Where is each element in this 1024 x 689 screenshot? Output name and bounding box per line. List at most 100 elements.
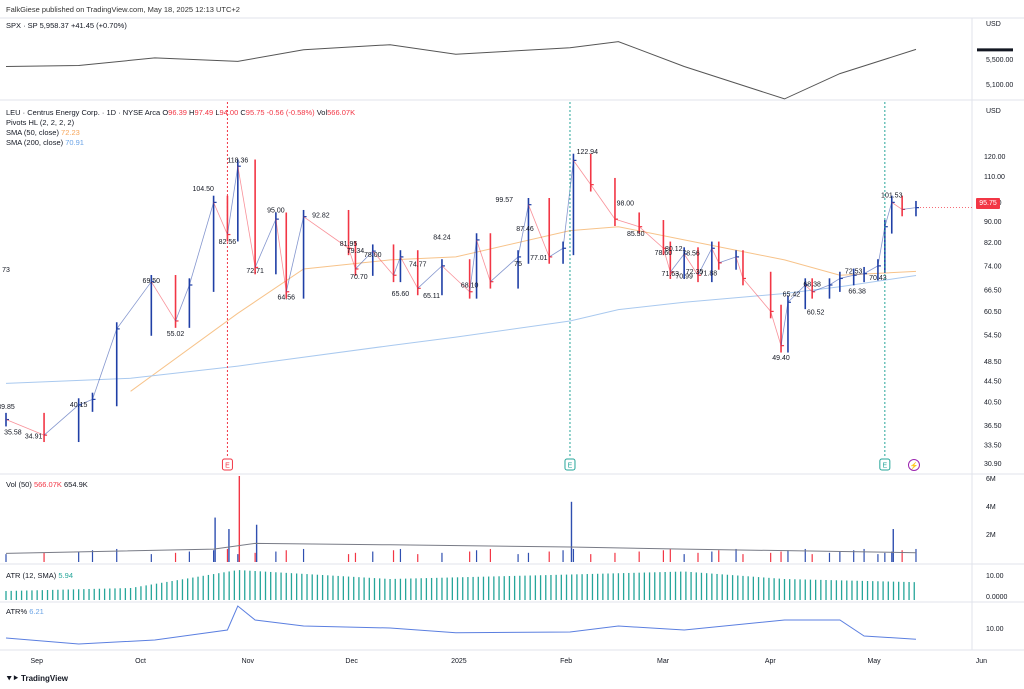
atrp-axis-label: 10.00 <box>986 626 1004 633</box>
price-path-segment <box>490 256 519 282</box>
pivot-label: 84.24 <box>433 235 451 242</box>
spx-change: +41.45 (+0.70%) <box>70 21 127 30</box>
pivots-legend[interactable]: Pivots HL (2, 2, 2, 2) <box>6 118 75 127</box>
pivot-label: 49.40 <box>772 355 790 362</box>
pivot-label: 72.35 <box>686 269 704 276</box>
price-path-segment <box>670 253 685 273</box>
price-path-segment <box>683 253 699 276</box>
spx-last-price-marker <box>977 48 1013 52</box>
price-axis-label: 36.50 <box>984 423 1002 430</box>
price-path-segment <box>853 273 865 276</box>
price-axis-label: 44.50 <box>984 378 1002 385</box>
price-axis-label: 48.50 <box>984 359 1002 366</box>
atr-axis-label: 10.00 <box>986 573 1004 580</box>
pivot-label: 79.34 <box>347 248 365 255</box>
sma200-legend[interactable]: SMA (200, close) 70.91 <box>6 138 84 147</box>
price-path-segment <box>829 278 841 286</box>
sma200-value: 70.91 <box>65 138 84 147</box>
price-path-segment <box>804 284 813 293</box>
earnings-marker-label: E <box>568 463 573 470</box>
pivot-label: 81.95 <box>340 241 358 248</box>
pivot-label: 78.00 <box>364 252 382 259</box>
atr-legend[interactable]: ATR (12, SMA) 5.94 <box>6 571 73 580</box>
price-path-segment <box>417 265 443 289</box>
pivot-label: 72.71 <box>246 268 264 275</box>
earnings-marker-label: E <box>225 463 230 470</box>
price-axis-label: 74.00 <box>984 263 1002 270</box>
atrp-line <box>5 605 917 645</box>
spx-symbol: SPX · SP <box>6 21 38 30</box>
atr-value: 5.94 <box>58 571 73 580</box>
price-axis-label: 110.00 <box>984 174 1005 181</box>
price-path-segment <box>863 265 879 275</box>
time-axis-label: Apr <box>765 658 777 665</box>
pivot-label: 92.82 <box>312 213 330 220</box>
pivot-label: 66.38 <box>848 288 866 295</box>
price-path-segment <box>839 274 854 279</box>
spx-axis-label: 5,100.00 <box>986 82 1014 89</box>
volume-axis-label: 4M <box>986 504 996 511</box>
atr-axis-label: 0.0000 <box>986 594 1008 601</box>
spx-currency: USD <box>986 21 1001 28</box>
pivot-label: 73 <box>2 267 10 274</box>
last-price-badge: 95.75 <box>976 198 1000 209</box>
sma200-label: SMA (200, close) <box>6 138 64 147</box>
volume-label: Vol (50) <box>6 480 32 489</box>
pivot-label: 99.57 <box>495 197 513 204</box>
ohlc-change: -0.56 (-0.58%) <box>266 108 315 117</box>
volume-legend[interactable]: Vol (50) 566.07K 654.9K <box>6 480 88 489</box>
price-path-segment <box>188 202 214 286</box>
pivot-label: 34.91 <box>25 434 43 441</box>
price-path-segment <box>812 284 830 293</box>
volume-axis-label: 6M <box>986 476 996 483</box>
sma50-line <box>130 226 917 392</box>
price-path-segment <box>884 202 893 227</box>
main-legend[interactable]: LEU · Centrus Energy Corp. · 1D · NYSE A… <box>6 108 355 117</box>
sma50-legend[interactable]: SMA (50, close) 72.23 <box>6 128 80 137</box>
event-bolt-icon <box>907 459 920 471</box>
price-path-segment <box>711 248 720 264</box>
atr-label: ATR (12, SMA) <box>6 571 57 580</box>
pivot-label: 71.88 <box>700 270 718 277</box>
price-path-segment <box>5 419 45 436</box>
spx-value: 5,958.37 <box>39 21 69 30</box>
pivot-label: 98.00 <box>617 200 635 207</box>
price-path-segment <box>891 202 903 210</box>
price-axis-label: 40.50 <box>984 400 1002 407</box>
price-path-segment <box>902 207 917 210</box>
time-axis-label: Mar <box>657 658 670 665</box>
price-path-segment <box>573 160 592 185</box>
price-axis-label: 54.50 <box>984 333 1002 340</box>
pivot-label: 64.56 <box>277 295 295 302</box>
earnings-marker <box>879 458 891 471</box>
price-path-segment <box>562 160 574 249</box>
price-path-segment <box>476 239 491 282</box>
price-path-segment <box>237 166 256 268</box>
vol-label: Vol <box>316 108 328 117</box>
price-path-segment <box>400 256 419 289</box>
price-path-segment <box>469 239 477 292</box>
volume-ma-value: 654.9K <box>64 480 88 489</box>
price-path-segment <box>372 250 394 276</box>
spx-legend[interactable]: SPX · SP 5,958.37 +41.45 (+0.70%) <box>6 21 127 30</box>
earnings-marker-label: E <box>883 463 888 470</box>
publisher-line: FalkGiese published on TradingView.com, … <box>6 5 240 14</box>
price-axis-label: 90.00 <box>984 219 1002 226</box>
volume-ma-line <box>5 542 917 554</box>
ohlc-low: 94.00 <box>219 108 239 117</box>
pivot-label: 122.94 <box>577 149 599 156</box>
ohlc-c-label: C <box>240 108 246 117</box>
pivot-label: 72.53 <box>845 268 863 275</box>
price-axis-label: 82.00 <box>984 240 1002 247</box>
price-path-segment <box>285 216 304 292</box>
tradingview-logo[interactable]: ⯆⯈ TradingView <box>6 674 68 684</box>
price-path-segment <box>638 226 664 249</box>
price-path-segment <box>877 226 886 266</box>
pivot-label: 65.11 <box>423 293 440 300</box>
price-path-segment <box>116 281 152 330</box>
time-axis-label: Jun <box>976 658 987 665</box>
atrp-legend[interactable]: ATR% 6.21 <box>6 607 44 616</box>
pivot-label: 87.46 <box>516 226 534 233</box>
price-axis-label: 33.50 <box>984 443 1002 450</box>
